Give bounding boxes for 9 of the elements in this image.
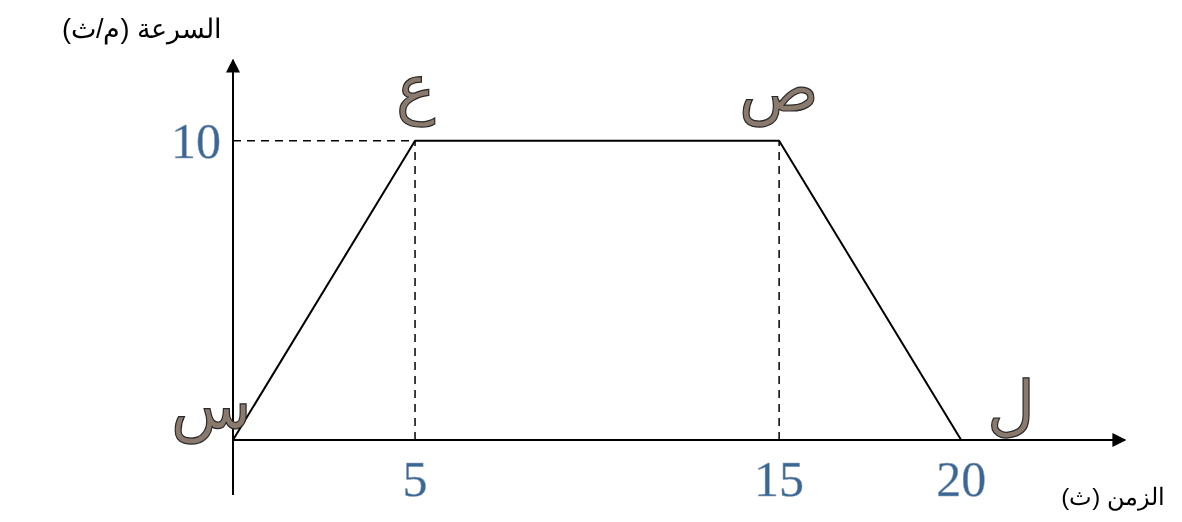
x-tick-label: 15 (754, 451, 805, 507)
annotation: ل (987, 369, 1036, 442)
y-axis-title: السرعة (م/ث) (62, 14, 222, 45)
annotation: ع (395, 51, 435, 128)
x-tick-label: 20 (936, 451, 987, 507)
annotation: ص (739, 51, 820, 128)
text: 10 (171, 112, 221, 169)
x-tick-label: 5 (402, 451, 428, 507)
x-axis-title: الزمن (ث) (1061, 483, 1165, 511)
